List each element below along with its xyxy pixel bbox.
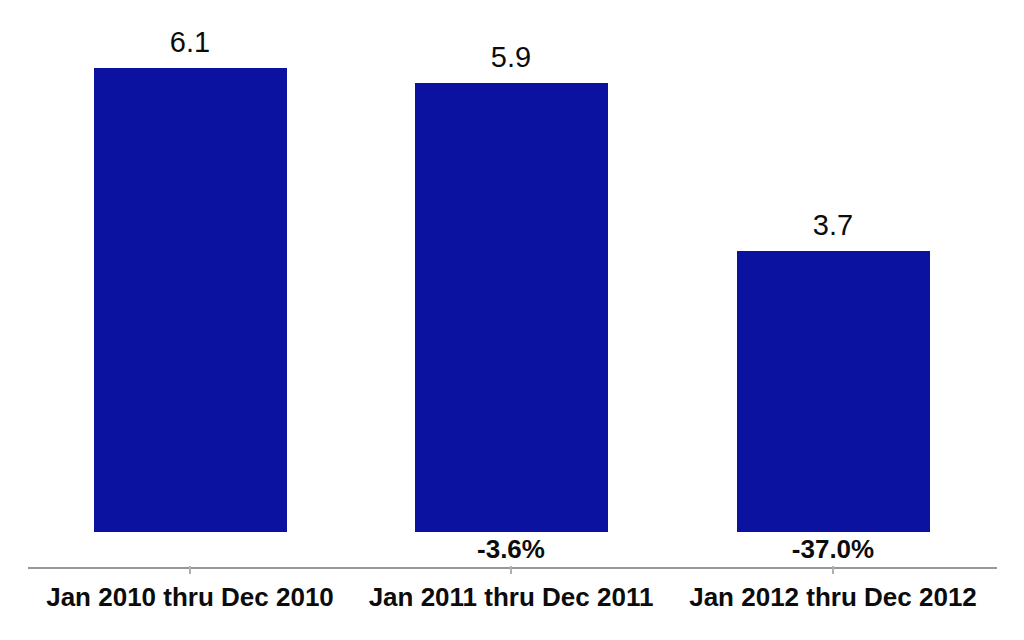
- bar-value-label: 6.1: [90, 24, 290, 60]
- bar-chart: 6.1 Jan 2010 thru Dec 2010 5.9 -3.6% Jan 201…: [0, 0, 1024, 640]
- axis-tick: [510, 566, 512, 574]
- x-axis-category-label: Jan 2010 thru Dec 2010: [25, 582, 355, 612]
- x-axis-line: [28, 567, 997, 569]
- axis-tick: [189, 566, 191, 574]
- bar-change-label: -3.6%: [411, 534, 611, 564]
- bar-change-label: -37.0%: [733, 534, 933, 564]
- bar: [415, 83, 608, 532]
- bar-value-label: 3.7: [733, 207, 933, 243]
- bar: [94, 68, 287, 532]
- axis-tick: [832, 566, 834, 574]
- x-axis-category-label: Jan 2012 thru Dec 2012: [668, 582, 998, 612]
- x-axis-category-label: Jan 2011 thru Dec 2011: [346, 582, 676, 612]
- bar-value-label: 5.9: [411, 39, 611, 75]
- bar: [737, 251, 930, 532]
